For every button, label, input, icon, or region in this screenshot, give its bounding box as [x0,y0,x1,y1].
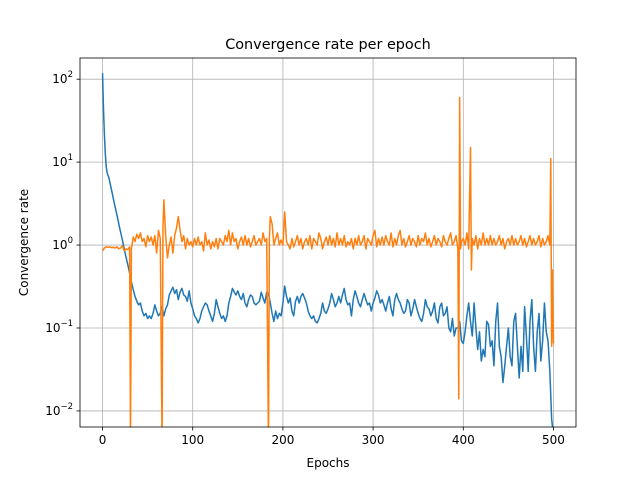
y-tick-label: 100 [52,236,73,252]
chart-title: Convergence rate per epoch [225,37,431,53]
x-tick-label: 400 [452,433,475,447]
x-tick-label: 0 [99,433,107,447]
x-tick-label: 100 [181,433,204,447]
x-tick-label: 300 [362,433,385,447]
y-tick-label: 102 [52,70,73,86]
x-axis-ticks: 0 100 200 300 400 500 [99,427,565,447]
y-tick-label: 101 [52,153,73,169]
series-line-2 [101,96,555,427]
x-tick-label: 500 [542,433,565,447]
series-group [101,73,555,427]
x-tick-label: 200 [271,433,294,447]
plot-frame [79,57,577,428]
y-tick-label: 10−1 [45,319,73,335]
y-axis-label: Convergence rate [17,189,31,296]
y-tick-label: 10−2 [45,402,73,418]
x-axis-label: Epochs [307,456,350,470]
series-line-1 [101,73,554,427]
y-axis-ticks: 10−2 10−1 100 101 102 [45,70,80,418]
